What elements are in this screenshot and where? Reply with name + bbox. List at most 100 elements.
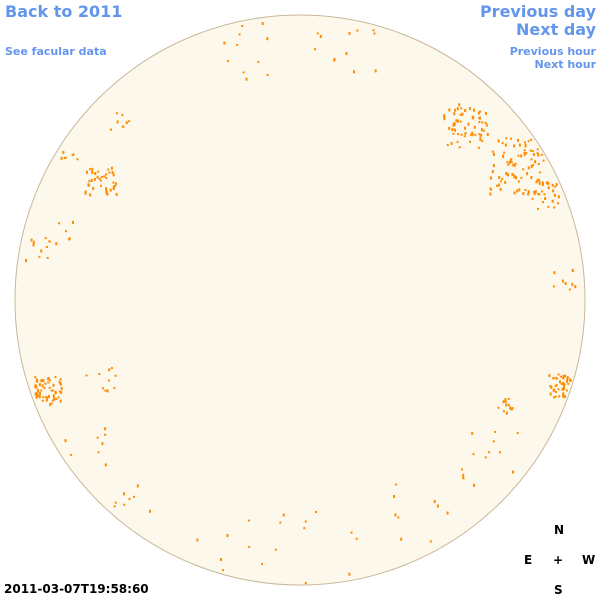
facula [490, 176, 492, 180]
facula [44, 237, 47, 240]
facula [517, 154, 520, 157]
facula [97, 451, 100, 454]
facula [504, 143, 507, 147]
facula [47, 381, 50, 384]
facula [303, 527, 306, 530]
facula [504, 398, 507, 402]
facula [104, 389, 107, 392]
facula [105, 176, 108, 179]
facula [553, 285, 555, 288]
facula [513, 144, 516, 148]
facula [86, 170, 88, 174]
facula [473, 108, 475, 112]
facula [108, 368, 111, 372]
facula [565, 389, 568, 392]
facula [553, 388, 556, 391]
facula [507, 397, 510, 400]
facula [42, 396, 45, 399]
facula [520, 154, 523, 158]
facula [464, 126, 467, 130]
facula [562, 377, 565, 380]
facula [505, 172, 508, 175]
facula [62, 150, 65, 154]
facula [555, 183, 558, 187]
facula [87, 183, 90, 187]
compass-east: E [524, 553, 533, 567]
facula [481, 121, 484, 124]
facula [116, 120, 119, 124]
facula [507, 173, 510, 176]
facula [473, 125, 476, 129]
next-day-link[interactable]: Next day [516, 20, 596, 39]
facula [459, 120, 462, 123]
facula [564, 282, 567, 285]
facula [530, 164, 533, 168]
facula [478, 133, 481, 136]
previous-hour-link[interactable]: Previous hour [509, 45, 596, 58]
facula [115, 192, 118, 196]
facula [400, 537, 403, 541]
facula [57, 396, 60, 399]
facula [443, 114, 446, 118]
facula [474, 133, 477, 136]
facula [502, 410, 505, 413]
facular-link[interactable]: See facular data [5, 45, 107, 58]
facula [60, 156, 63, 160]
facula [25, 259, 27, 262]
facula [517, 138, 519, 142]
facula [355, 537, 358, 540]
facula [523, 151, 526, 154]
facula [32, 243, 35, 247]
facula [113, 505, 116, 508]
facula [488, 451, 491, 454]
facula [97, 170, 100, 173]
facula [484, 456, 487, 459]
facula [560, 375, 563, 378]
facula [523, 149, 526, 152]
facula [37, 393, 39, 397]
facula [534, 160, 537, 164]
facula [490, 188, 493, 191]
facula [108, 171, 111, 174]
facula [491, 170, 494, 174]
facula [566, 378, 569, 381]
facula [107, 168, 110, 171]
compass-south: S [554, 583, 563, 597]
facula [512, 163, 515, 167]
facula [555, 391, 557, 393]
facula [506, 174, 509, 177]
facula [561, 279, 564, 283]
facula [457, 119, 459, 123]
facula [49, 403, 52, 407]
facula [274, 548, 277, 551]
back-link[interactable]: Back to 2011 [5, 2, 123, 21]
facula [541, 184, 544, 187]
facula [46, 396, 49, 400]
facula [58, 222, 61, 225]
facula [397, 516, 400, 519]
facula [452, 132, 455, 135]
facula [522, 168, 525, 171]
facula [105, 187, 108, 191]
facula [505, 411, 508, 415]
facula [96, 175, 99, 179]
facula [496, 184, 498, 187]
facula [501, 142, 504, 145]
facula [52, 394, 55, 398]
facula [566, 379, 568, 383]
facula [497, 140, 500, 143]
facula [72, 153, 75, 156]
facula [480, 133, 483, 136]
facula [464, 109, 467, 112]
facula [550, 385, 553, 389]
facula [510, 160, 513, 163]
compass-west: W [582, 553, 596, 567]
facula [560, 382, 563, 385]
facula [40, 379, 43, 383]
previous-day-link[interactable]: Previous day [479, 2, 596, 21]
facula [489, 192, 492, 196]
next-hour-link[interactable]: Next hour [534, 58, 597, 71]
facula [523, 153, 526, 157]
facula [448, 108, 451, 112]
facula [513, 191, 516, 195]
